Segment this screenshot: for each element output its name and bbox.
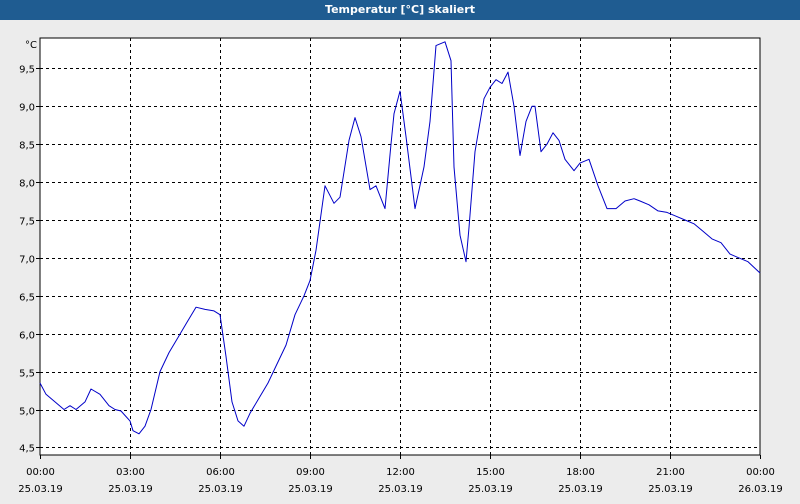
y-tick-label: 5,5 bbox=[19, 369, 35, 380]
chart-title: Temperatur [°C] skaliert bbox=[0, 0, 800, 20]
x-tick-time-label: 03:00 bbox=[116, 467, 145, 478]
x-tick-time-label: 18:00 bbox=[566, 467, 595, 478]
y-axis-ticks: 4,5 5,0 5,5 6,0 6,5 7,0 7,5 8,0 8,5 9,0 9,5 bbox=[19, 65, 40, 455]
y-tick-label: 8,5 bbox=[19, 141, 35, 152]
y-tick-label: 6,5 bbox=[19, 293, 35, 304]
x-tick-date-label: 25.03.19 bbox=[378, 484, 423, 495]
x-tick-time-label: 21:00 bbox=[656, 467, 685, 478]
x-tick-date-label: 25.03.19 bbox=[288, 484, 333, 495]
x-tick-date-label: 25.03.19 bbox=[558, 484, 603, 495]
x-tick-date-label: 25.03.19 bbox=[648, 484, 693, 495]
y-tick-label: 9,0 bbox=[19, 103, 35, 114]
x-tick-date-label: 25.03.19 bbox=[108, 484, 153, 495]
y-tick-label: 7,0 bbox=[19, 255, 35, 266]
y-tick-label: 7,5 bbox=[19, 217, 35, 228]
x-tick-date-label: 25.03.19 bbox=[18, 484, 63, 495]
x-tick-time-label: 15:00 bbox=[476, 467, 505, 478]
x-tick-date-label: 25.03.19 bbox=[198, 484, 243, 495]
y-axis-unit-label: °C bbox=[25, 40, 37, 51]
x-tick-time-label: 09:00 bbox=[296, 467, 325, 478]
y-tick-label: 9,5 bbox=[19, 65, 35, 76]
y-tick-label: 5,0 bbox=[19, 407, 35, 418]
x-tick-time-label: 06:00 bbox=[206, 467, 235, 478]
data-series bbox=[39, 41, 761, 435]
y-tick-label: 6,0 bbox=[19, 331, 35, 342]
x-tick-time-label: 00:00 bbox=[746, 467, 775, 478]
temperature-line-chart: 4,5 5,0 5,5 6,0 6,5 7,0 7,5 8,0 8,5 9,0 9,5 00:00 2… bbox=[18, 37, 783, 495]
chart-area: 4,5 5,0 5,5 6,0 6,5 7,0 7,5 8,0 8,5 9,0 9,5 00:00 2… bbox=[0, 20, 800, 500]
x-tick-date-label: 25.03.19 bbox=[468, 484, 513, 495]
y-tick-label: 4,5 bbox=[19, 444, 35, 455]
x-tick-time-label: 00:00 bbox=[26, 467, 55, 478]
x-tick-time-label: 12:00 bbox=[386, 467, 415, 478]
x-axis-ticks: 00:00 25.03.19 03:00 25.03.19 06:00 25.03.19 0… bbox=[18, 455, 783, 495]
grid-lines bbox=[40, 38, 760, 455]
y-tick-label: 8,0 bbox=[19, 179, 35, 190]
x-tick-date-label: 26.03.19 bbox=[738, 484, 783, 495]
temperature-series-line bbox=[39, 41, 761, 435]
plot-area bbox=[39, 37, 761, 456]
